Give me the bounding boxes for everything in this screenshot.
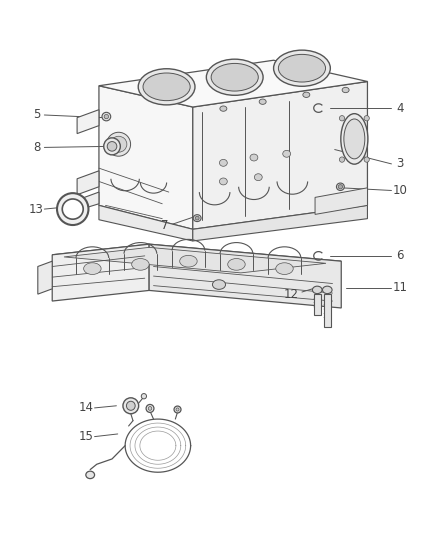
Ellipse shape xyxy=(341,114,368,164)
Polygon shape xyxy=(314,294,321,316)
Ellipse shape xyxy=(279,54,325,82)
Ellipse shape xyxy=(146,405,154,413)
Ellipse shape xyxy=(322,286,332,294)
Ellipse shape xyxy=(102,112,111,121)
Ellipse shape xyxy=(123,398,139,414)
Text: 11: 11 xyxy=(393,281,408,294)
Polygon shape xyxy=(77,171,99,195)
Ellipse shape xyxy=(106,132,131,156)
Ellipse shape xyxy=(110,136,127,152)
Text: 7: 7 xyxy=(161,219,168,231)
Ellipse shape xyxy=(104,115,109,119)
Ellipse shape xyxy=(254,174,262,181)
Text: 10: 10 xyxy=(393,184,408,197)
Text: 13: 13 xyxy=(29,203,44,215)
Ellipse shape xyxy=(86,471,95,479)
Ellipse shape xyxy=(107,142,117,151)
Ellipse shape xyxy=(339,116,345,121)
Ellipse shape xyxy=(336,183,344,190)
Ellipse shape xyxy=(174,406,181,413)
Polygon shape xyxy=(99,205,193,241)
Polygon shape xyxy=(38,261,52,294)
Text: 15: 15 xyxy=(78,430,93,443)
Polygon shape xyxy=(315,188,367,214)
Polygon shape xyxy=(99,86,193,229)
Ellipse shape xyxy=(62,199,83,219)
Ellipse shape xyxy=(141,393,147,399)
Polygon shape xyxy=(52,244,149,301)
Ellipse shape xyxy=(228,259,245,270)
Ellipse shape xyxy=(206,59,263,95)
Ellipse shape xyxy=(127,401,135,410)
Ellipse shape xyxy=(104,138,120,155)
Polygon shape xyxy=(324,294,331,327)
Ellipse shape xyxy=(339,157,345,162)
Text: 5: 5 xyxy=(33,109,40,122)
Ellipse shape xyxy=(283,150,290,157)
Text: 14: 14 xyxy=(78,401,93,415)
Ellipse shape xyxy=(259,99,266,104)
Ellipse shape xyxy=(148,407,152,410)
Ellipse shape xyxy=(344,119,365,159)
Ellipse shape xyxy=(195,216,199,220)
Text: 4: 4 xyxy=(396,102,404,115)
Ellipse shape xyxy=(180,255,197,267)
Ellipse shape xyxy=(219,178,227,185)
Ellipse shape xyxy=(364,116,369,121)
Polygon shape xyxy=(99,60,367,107)
Ellipse shape xyxy=(143,73,190,101)
Ellipse shape xyxy=(84,263,101,274)
Ellipse shape xyxy=(364,157,369,162)
Polygon shape xyxy=(193,82,367,229)
Ellipse shape xyxy=(312,286,322,294)
Ellipse shape xyxy=(250,154,258,161)
Ellipse shape xyxy=(220,106,227,111)
Ellipse shape xyxy=(132,259,149,270)
Ellipse shape xyxy=(342,87,349,93)
Text: 3: 3 xyxy=(396,157,404,171)
Ellipse shape xyxy=(138,69,195,105)
Polygon shape xyxy=(81,192,99,209)
Ellipse shape xyxy=(211,63,258,91)
Ellipse shape xyxy=(57,193,88,225)
Ellipse shape xyxy=(303,92,310,98)
Text: 12: 12 xyxy=(283,288,299,301)
Ellipse shape xyxy=(276,263,293,274)
Polygon shape xyxy=(193,205,367,241)
Ellipse shape xyxy=(338,184,343,189)
Ellipse shape xyxy=(212,280,226,289)
Ellipse shape xyxy=(176,408,179,411)
Polygon shape xyxy=(52,244,341,272)
Text: 6: 6 xyxy=(396,249,404,262)
Polygon shape xyxy=(149,244,341,308)
Ellipse shape xyxy=(274,50,330,86)
Polygon shape xyxy=(64,247,326,273)
Text: 8: 8 xyxy=(33,141,40,154)
Ellipse shape xyxy=(193,215,201,222)
Ellipse shape xyxy=(219,159,227,166)
Polygon shape xyxy=(77,110,99,134)
